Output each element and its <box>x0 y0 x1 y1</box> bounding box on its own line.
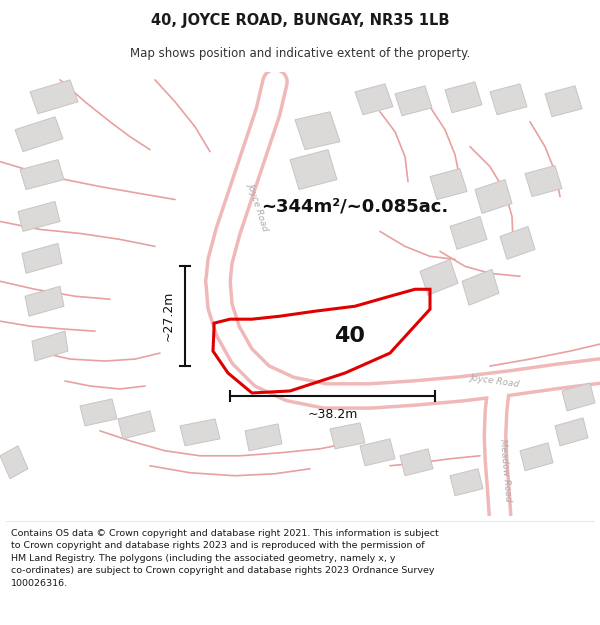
Polygon shape <box>25 286 64 316</box>
Text: Joyce Road: Joyce Road <box>470 373 520 389</box>
Polygon shape <box>360 439 395 466</box>
Polygon shape <box>445 82 482 112</box>
Polygon shape <box>22 243 62 273</box>
Polygon shape <box>18 201 60 231</box>
Polygon shape <box>295 112 340 149</box>
Text: Joyce Road: Joyce Road <box>246 181 270 232</box>
Polygon shape <box>555 418 588 446</box>
Polygon shape <box>30 80 78 114</box>
Polygon shape <box>545 86 582 117</box>
Text: ~344m²/~0.085ac.: ~344m²/~0.085ac. <box>262 198 449 216</box>
Polygon shape <box>0 446 28 479</box>
Polygon shape <box>450 469 483 496</box>
Polygon shape <box>562 383 595 411</box>
Text: Contains OS data © Crown copyright and database right 2021. This information is : Contains OS data © Crown copyright and d… <box>11 529 439 588</box>
Text: ~27.2m: ~27.2m <box>162 291 175 341</box>
Polygon shape <box>450 216 487 249</box>
Polygon shape <box>80 399 117 426</box>
Polygon shape <box>395 86 432 116</box>
Polygon shape <box>20 159 64 189</box>
Polygon shape <box>500 226 535 259</box>
Polygon shape <box>355 84 393 115</box>
Polygon shape <box>245 424 282 451</box>
Text: Meadow Road: Meadow Road <box>498 439 512 503</box>
Polygon shape <box>525 166 562 196</box>
Polygon shape <box>400 449 433 476</box>
Polygon shape <box>475 179 512 214</box>
Polygon shape <box>118 411 155 439</box>
Text: 40: 40 <box>335 326 365 346</box>
Text: ~38.2m: ~38.2m <box>307 408 358 421</box>
Polygon shape <box>520 443 553 471</box>
Polygon shape <box>490 84 527 115</box>
Polygon shape <box>430 169 467 199</box>
Polygon shape <box>330 423 365 449</box>
Text: Map shows position and indicative extent of the property.: Map shows position and indicative extent… <box>130 48 470 61</box>
Polygon shape <box>462 269 499 305</box>
Text: 40, JOYCE ROAD, BUNGAY, NR35 1LB: 40, JOYCE ROAD, BUNGAY, NR35 1LB <box>151 12 449 28</box>
Polygon shape <box>290 149 337 189</box>
Polygon shape <box>15 117 63 152</box>
Polygon shape <box>32 331 68 361</box>
Polygon shape <box>180 419 220 446</box>
Polygon shape <box>420 259 458 295</box>
